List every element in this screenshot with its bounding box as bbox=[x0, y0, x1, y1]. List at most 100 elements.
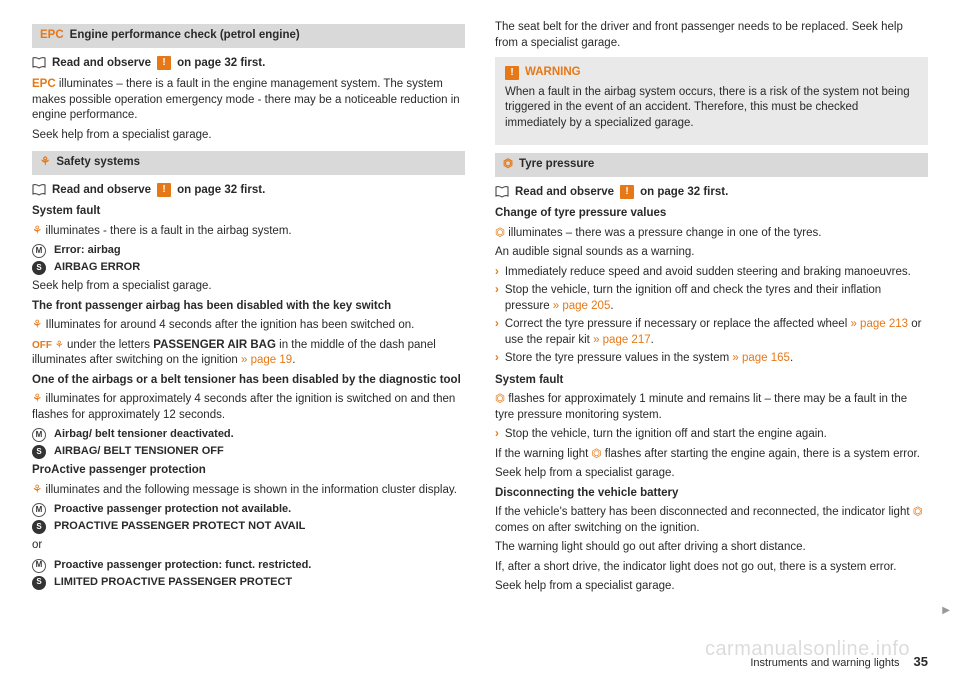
msg-text: Error: airbag bbox=[54, 243, 121, 258]
right-column: The seat belt for the driver and front p… bbox=[495, 16, 928, 677]
body-span: under the letters bbox=[64, 339, 154, 351]
read-observe-line: Read and observe ! on page 32 first. bbox=[32, 183, 465, 199]
bullet-text: Correct the tyre pressure if necessary o… bbox=[505, 317, 928, 348]
body-text: If, after a short drive, the indicator l… bbox=[495, 560, 928, 576]
list-item: › Immediately reduce speed and avoid sudd… bbox=[495, 265, 928, 281]
continuation-arrow-icon: ▶ bbox=[942, 604, 950, 618]
body-text: ⚘ illuminates and the following message … bbox=[32, 483, 465, 499]
chevron-icon: › bbox=[495, 427, 499, 443]
body-span: flashes for approximately 1 minute and r… bbox=[495, 393, 907, 421]
s-badge-icon: S bbox=[32, 261, 46, 275]
left-column: EPC Engine performance check (petrol eng… bbox=[32, 16, 465, 677]
bullet-text: Immediately reduce speed and avoid sudde… bbox=[505, 265, 911, 281]
subheading: System fault bbox=[32, 204, 465, 220]
body-text: ⚘ illuminates for approximately 4 second… bbox=[32, 392, 465, 423]
message-line: M Error: airbag bbox=[32, 243, 465, 258]
message-line: S AIRBAG/ BELT TENSIONER OFF bbox=[32, 444, 465, 459]
body-text: An audible signal sounds as a warning. bbox=[495, 245, 928, 261]
warning-heading: ! WARNING bbox=[505, 65, 918, 81]
airbag-small-icon: ⚘ bbox=[52, 340, 64, 351]
read-text: Read and observe bbox=[515, 185, 614, 201]
airbag-icon: ⚘ bbox=[32, 319, 42, 331]
msg-text: AIRBAG/ BELT TENSIONER OFF bbox=[54, 444, 224, 459]
body-text: ⚘ illuminates - there is a fault in the … bbox=[32, 224, 465, 240]
section-title: Tyre pressure bbox=[519, 157, 594, 173]
message-line: SAIRBAG ERROR bbox=[32, 260, 465, 275]
s-badge-icon: S bbox=[32, 520, 46, 534]
subheading: Disconnecting the vehicle battery bbox=[495, 486, 928, 502]
read-text-end: on page 32 first. bbox=[640, 185, 728, 201]
chevron-icon: › bbox=[495, 317, 499, 348]
warning-square-icon: ! bbox=[157, 183, 171, 197]
message-line: M Proactive passenger protection not avai… bbox=[32, 502, 465, 517]
message-line: SPROACTIVE PASSENGER PROTECT NOT AVAIL bbox=[32, 519, 465, 534]
epc-inline: EPC bbox=[32, 78, 56, 90]
subheading: The front passenger airbag has been disa… bbox=[32, 299, 465, 315]
subheading: One of the airbags or a belt tensioner h… bbox=[32, 373, 465, 389]
body-span: flashes after starting the engine again,… bbox=[602, 448, 920, 460]
m-badge-icon: M bbox=[32, 503, 46, 517]
body-span: comes on after switching on the ignition… bbox=[495, 522, 700, 534]
body-text: Seek help from a specialist garage. bbox=[495, 466, 928, 482]
body-span: . bbox=[651, 334, 654, 346]
msg-text: LIMITED PROACTIVE PASSENGER PROTECT bbox=[54, 575, 292, 590]
subheading: Change of tyre pressure values bbox=[495, 206, 928, 222]
body-text: Seek help from a specialist garage. bbox=[32, 128, 465, 144]
warning-title: WARNING bbox=[525, 65, 581, 81]
msg-text: Airbag/ belt tensioner deactivated. bbox=[54, 427, 234, 442]
page-link[interactable]: » page 213 bbox=[850, 318, 908, 330]
body-span: . bbox=[790, 352, 793, 364]
airbag-icon: ⚘ bbox=[32, 225, 42, 237]
section-header-tyre: ⏣ Tyre pressure bbox=[495, 153, 928, 177]
tyre-icon: ⏣ bbox=[592, 448, 602, 460]
section-header-safety: ⚘ Safety systems bbox=[32, 151, 465, 175]
page-link[interactable]: » page 19 bbox=[241, 354, 292, 366]
body-text: Seek help from a specialist garage. bbox=[32, 279, 465, 295]
tyre-icon: ⏣ bbox=[913, 506, 923, 518]
body-text: If the warning light ⏣ flashes after sta… bbox=[495, 447, 928, 463]
body-text: OFF ⚘ under the letters PASSENGER AIR BA… bbox=[32, 338, 465, 369]
airbag-icon: ⚘ bbox=[32, 484, 42, 496]
m-badge-icon: M bbox=[32, 559, 46, 573]
list-item: ›Store the tyre pressure values in the s… bbox=[495, 351, 928, 367]
body-text: ⏣ flashes for approximately 1 minute and… bbox=[495, 392, 928, 423]
page-link[interactable]: » page 165 bbox=[732, 352, 790, 364]
body-text: EPC illuminates – there is a fault in th… bbox=[32, 77, 465, 124]
body-text: ⚘ Illuminates for around 4 seconds after… bbox=[32, 318, 465, 334]
tyre-icon: ⏣ bbox=[495, 227, 505, 239]
tyre-icon: ⏣ bbox=[495, 393, 505, 405]
or-text: or bbox=[32, 538, 465, 554]
off-label: OFF bbox=[32, 340, 52, 351]
page-link[interactable]: » page 217 bbox=[593, 334, 651, 346]
page-container: EPC Engine performance check (petrol eng… bbox=[0, 0, 960, 677]
body-span: illuminates for approximately 4 seconds … bbox=[32, 393, 455, 421]
section-title: Engine performance check (petrol engine) bbox=[70, 28, 300, 44]
section-title: Safety systems bbox=[56, 155, 140, 171]
body-text: ⏣ illuminates – there was a pressure cha… bbox=[495, 226, 928, 242]
book-icon bbox=[32, 184, 46, 196]
chevron-icon: › bbox=[495, 265, 499, 281]
warning-body: When a fault in the airbag system occurs… bbox=[505, 85, 918, 132]
warning-square-icon: ! bbox=[157, 56, 171, 70]
body-span: . bbox=[292, 354, 295, 366]
body-span: If the warning light bbox=[495, 448, 592, 460]
page-link[interactable]: » page 205 bbox=[553, 300, 611, 312]
msg-text: Proactive passenger protection not avail… bbox=[54, 502, 291, 517]
airbag-icon: ⚘ bbox=[40, 155, 50, 171]
warning-box: ! WARNING When a fault in the airbag sys… bbox=[495, 57, 928, 145]
s-badge-icon: S bbox=[32, 445, 46, 459]
list-item: ›Stop the vehicle, turn the ignition off… bbox=[495, 283, 928, 314]
m-badge-icon: M bbox=[32, 244, 46, 258]
body-span: illuminates - there is a fault in the ai… bbox=[42, 225, 291, 237]
body-text: If the vehicle's battery has been discon… bbox=[495, 505, 928, 536]
body-span: illuminates – there was a pressure chang… bbox=[505, 227, 821, 239]
read-text: Read and observe bbox=[52, 183, 151, 199]
epc-icon: EPC bbox=[40, 28, 64, 44]
m-badge-icon: M bbox=[32, 428, 46, 442]
body-text: The seat belt for the driver and front p… bbox=[495, 20, 928, 51]
chevron-icon: › bbox=[495, 351, 499, 367]
body-span: If the vehicle's battery has been discon… bbox=[495, 506, 913, 518]
subheading: ProActive passenger protection bbox=[32, 463, 465, 479]
chevron-icon: › bbox=[495, 283, 499, 314]
message-line: M Airbag/ belt tensioner deactivated. bbox=[32, 427, 465, 442]
